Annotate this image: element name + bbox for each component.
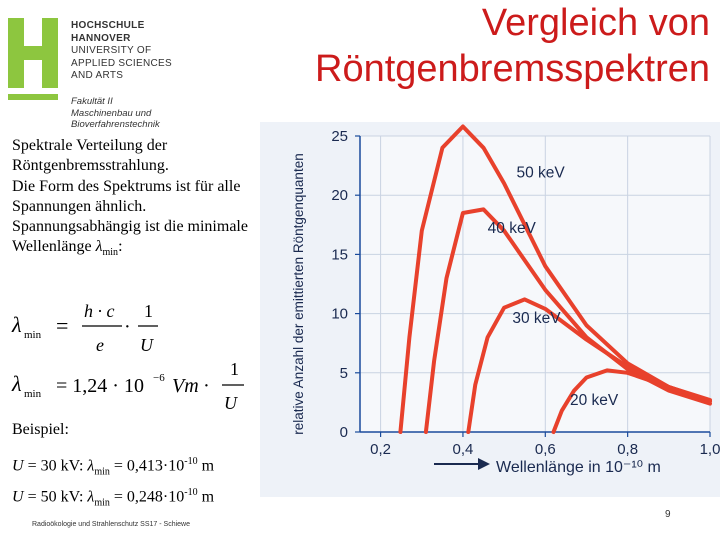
- series-label: 40 keV: [488, 220, 537, 237]
- body-paragraph-1: Spektrale Verteilung der Röntgenbremsstr…: [12, 137, 169, 175]
- voltage-symbol: U: [12, 487, 24, 505]
- body-paragraph-3-text: Spannungsabhängig ist die minimale Welle…: [12, 218, 248, 256]
- formula2-one: 1: [230, 359, 239, 379]
- faculty-line: Fakultät II: [71, 96, 113, 107]
- x-tick-label: 0,4: [453, 441, 474, 458]
- faculty-name: Fakultät II Maschinenbau und Bioverfahre…: [71, 96, 160, 131]
- x-tick-label: 0,8: [617, 441, 638, 458]
- series-line-50-keV: [398, 124, 712, 434]
- x-axis-arrow-head: [478, 458, 490, 470]
- x-tick-label: 1,0: [700, 441, 720, 458]
- logo-line: APPLIED SCIENCES: [71, 57, 172, 69]
- logo-line: HANNOVER: [71, 32, 131, 44]
- x-axis-label: Wellenlänge in 10⁻¹⁰ m: [496, 459, 661, 476]
- lambda-symbol: λ: [87, 487, 95, 505]
- series-label: 20 keV: [570, 392, 619, 409]
- page-number: 9: [665, 509, 671, 520]
- lambda-symbol: λ: [87, 457, 95, 475]
- series-line-30-keV: [466, 297, 712, 434]
- series-label: 30 keV: [512, 310, 561, 327]
- body-paragraph-2: Die Form des Spektrums ist für alle Span…: [12, 177, 241, 215]
- exponent: -10: [184, 456, 198, 467]
- y-axis-label: relative Anzahl der emittierten Röntgenq…: [291, 153, 306, 434]
- body-paragraph-3: Spannungsabhängig ist die minimale Welle…: [12, 217, 257, 264]
- voltage-symbol: U: [12, 457, 24, 475]
- formula1-lambda: λ: [11, 312, 22, 337]
- formula2-min: min: [24, 388, 42, 400]
- lambda-value: = 0,413·10: [109, 457, 185, 475]
- university-logo: HOCHSCHULE HANNOVER UNIVERSITY OF APPLIE…: [8, 10, 183, 135]
- x-tick-label: 0,6: [535, 441, 556, 458]
- formula1-one: 1: [144, 301, 153, 321]
- colon: :: [118, 238, 123, 256]
- example-row-50kv: U = 50 kV: λmin = 0,248·10-10 m: [12, 483, 214, 514]
- voltage-value: = 30 kV:: [23, 457, 88, 475]
- series-label: 50 keV: [516, 164, 565, 181]
- title-line-1: Vergleich von: [481, 2, 710, 44]
- logo-underline: [8, 94, 58, 100]
- y-tick-label: 20: [331, 187, 348, 204]
- formula2-exponent: −6: [153, 372, 165, 384]
- unit: m: [197, 457, 215, 475]
- formula1-U: U: [140, 335, 154, 355]
- formula2-unit: Vm ·: [172, 375, 209, 397]
- y-tick-label: 25: [331, 128, 348, 145]
- faculty-line: Maschinenbau und: [71, 107, 152, 119]
- footer-course: Radioökologie und Strahlenschutz SS17 - …: [32, 521, 190, 528]
- logo-line: AND ARTS: [71, 70, 124, 82]
- lambda-subscript: min: [94, 497, 110, 509]
- formula2-lambda: λ: [11, 371, 22, 396]
- lambda-min-formulas: λ min = h · c e · 1 U λ min = 1,24 · 10 …: [11, 301, 244, 413]
- title-line-2: Röntgenbremsspektren: [315, 48, 710, 90]
- y-tick-label: 15: [331, 246, 348, 263]
- voltage-value: = 50 kV:: [23, 487, 88, 505]
- y-tick-label: 5: [340, 365, 348, 382]
- formula1-dot: ·: [124, 316, 131, 338]
- logo-line: HOCHSCHULE: [71, 20, 145, 31]
- exponent: -10: [184, 486, 198, 498]
- logo-line: UNIVERSITY OF: [71, 45, 152, 57]
- formula1-numerator: h · c: [84, 301, 115, 321]
- hochschule-h-logo-mark: [8, 18, 58, 100]
- logo-bar-middle: [8, 46, 58, 60]
- y-tick-label: 10: [331, 306, 348, 323]
- x-tick-label: 0,2: [370, 441, 391, 458]
- formula2-coefficient: = 1,24 · 10: [56, 375, 144, 397]
- slide-title: Vergleich von Röntgenbremsspektren: [315, 0, 710, 92]
- example-values: U = 30 kV: λmin = 0,413·10-10 m U = 50 k…: [12, 452, 214, 513]
- slide-body-text: Spektrale Verteilung der Röntgenbremsstr…: [12, 136, 257, 264]
- lambda-subscript: min: [102, 247, 119, 259]
- formula1-min: min: [24, 329, 42, 341]
- series-line-20-keV: [551, 368, 712, 434]
- faculty-line: Bioverfahrenstechnik: [71, 119, 160, 130]
- example-row-30kv: U = 30 kV: λmin = 0,413·10-10 m: [12, 452, 214, 483]
- example-heading: Beispiel:: [12, 421, 69, 438]
- lambda-value: = 0,248·10: [109, 487, 185, 505]
- lambda-symbol: λ: [95, 238, 103, 256]
- logo-wordmark: HOCHSCHULE HANNOVER UNIVERSITY OF APPLIE…: [71, 20, 172, 83]
- y-tick-label: 0: [340, 424, 348, 441]
- formula2-U: U: [224, 393, 238, 413]
- bremsspektrum-chart: 0 5 10 15 20 25 0,2 0,4 0,6 0,8 1,0 relative Anzahl…: [260, 122, 720, 497]
- formula1-denominator: e: [96, 335, 104, 355]
- lambda-subscript: min: [94, 466, 110, 478]
- formula1-equals: =: [56, 313, 68, 338]
- unit: m: [197, 487, 215, 505]
